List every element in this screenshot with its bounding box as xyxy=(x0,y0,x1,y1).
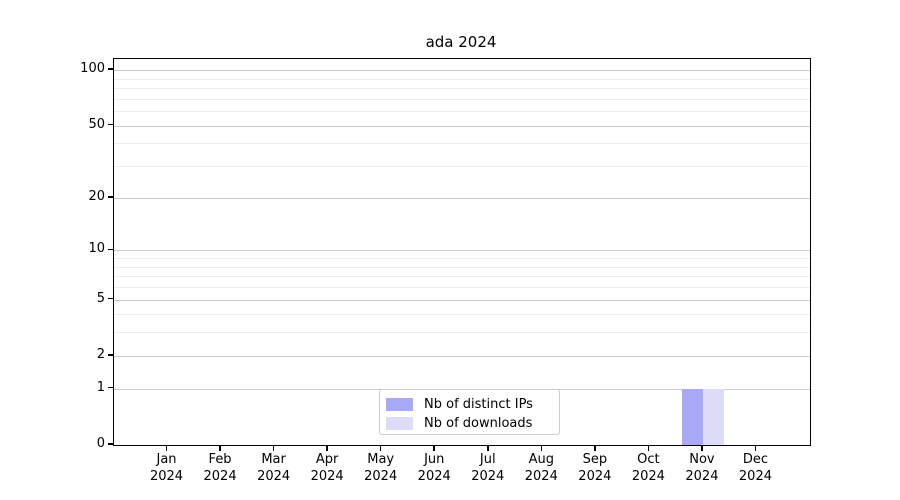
x-tick-label: Nov 2024 xyxy=(685,452,719,484)
gridline-minor xyxy=(114,286,810,288)
y-tick-mark xyxy=(108,68,113,70)
x-tick-label: Sep 2024 xyxy=(578,452,612,484)
x-tick-label: Apr 2024 xyxy=(310,452,344,484)
y-tick-label: 0 xyxy=(96,436,105,451)
gridline-minor xyxy=(114,266,810,268)
legend-item-downloads: Nb of downloads xyxy=(386,414,553,433)
y-tick-mark xyxy=(108,297,113,300)
gridline-minor xyxy=(114,332,810,334)
x-tick-label: Oct 2024 xyxy=(631,452,665,484)
gridline-major xyxy=(114,197,810,199)
x-tick-label: Aug 2024 xyxy=(524,452,558,484)
x-tick-mark xyxy=(701,445,703,451)
y-tick-label: 2 xyxy=(96,346,105,362)
y-tick-label: 20 xyxy=(88,188,105,204)
y-tick-label: 5 xyxy=(96,290,105,306)
gridline-major xyxy=(114,125,810,127)
gridline-major xyxy=(114,70,810,72)
gridline-major xyxy=(114,299,810,301)
x-tick-label: Jan 2024 xyxy=(149,452,184,484)
x-tick-label: Mar 2024 xyxy=(257,452,291,484)
legend-item-distinct-ips: Nb of distinct IPs xyxy=(386,395,553,414)
x-tick-mark xyxy=(379,445,382,451)
legend-swatch-distinct-ips xyxy=(386,398,413,411)
x-tick-label: Feb 2024 xyxy=(203,452,237,484)
legend-swatch-downloads xyxy=(386,417,413,430)
bar-nb-of-distinct-ips xyxy=(681,388,703,445)
y-tick-mark xyxy=(108,354,113,356)
x-tick-mark xyxy=(219,445,221,451)
x-tick-label: May 2024 xyxy=(364,452,398,484)
x-tick-label: Jul 2024 xyxy=(471,452,505,484)
gridline-minor xyxy=(114,314,810,316)
y-tick-mark xyxy=(108,123,113,126)
x-tick-mark xyxy=(433,445,435,451)
y-tick-label: 100 xyxy=(80,61,105,77)
gridline-minor xyxy=(114,98,810,100)
gridline-minor xyxy=(114,258,810,260)
gridline-major xyxy=(114,355,810,357)
y-tick-mark xyxy=(108,248,113,251)
gridline-minor xyxy=(114,88,810,90)
gridline-minor xyxy=(114,276,810,278)
y-tick-mark xyxy=(108,386,113,389)
x-tick-label: Jun 2024 xyxy=(417,452,451,484)
y-tick-mark xyxy=(108,196,113,198)
x-tick-mark xyxy=(165,445,168,451)
plot-area xyxy=(113,58,811,446)
x-tick-mark xyxy=(540,445,543,451)
y-tick-label: 1 xyxy=(96,379,105,395)
x-tick-mark xyxy=(326,445,328,451)
y-tick-mark xyxy=(108,443,113,445)
legend-label-downloads: Nb of downloads xyxy=(424,416,533,431)
x-tick-label: Dec 2024 xyxy=(738,452,772,484)
x-tick-mark xyxy=(272,445,275,451)
gridline-major xyxy=(114,250,810,252)
gridline-minor xyxy=(114,143,810,145)
legend: Nb of distinct IPs Nb of downloads xyxy=(379,389,560,435)
bar-nb-of-downloads xyxy=(702,388,724,445)
x-tick-mark xyxy=(647,445,650,451)
gridline-minor xyxy=(114,78,810,80)
x-tick-mark xyxy=(754,445,757,451)
x-tick-mark xyxy=(487,445,489,451)
chart-title: ada 2024 xyxy=(425,33,497,51)
y-tick-label: 10 xyxy=(88,241,105,257)
gridline-minor xyxy=(114,166,810,168)
x-tick-mark xyxy=(594,445,596,451)
gridline-minor xyxy=(114,111,810,113)
y-tick-label: 50 xyxy=(88,116,105,132)
legend-label-distinct-ips: Nb of distinct IPs xyxy=(424,397,533,412)
